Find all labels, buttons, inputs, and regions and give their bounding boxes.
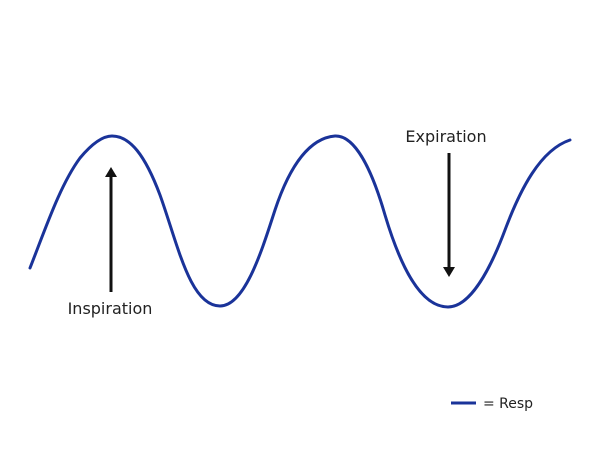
respiration-wave	[28, 134, 572, 309]
expiration-label: Expiration	[405, 127, 486, 146]
legend: = Resp	[451, 396, 533, 412]
inspiration-label: Inspiration	[68, 299, 153, 318]
legend-label: = Resp	[483, 396, 533, 412]
